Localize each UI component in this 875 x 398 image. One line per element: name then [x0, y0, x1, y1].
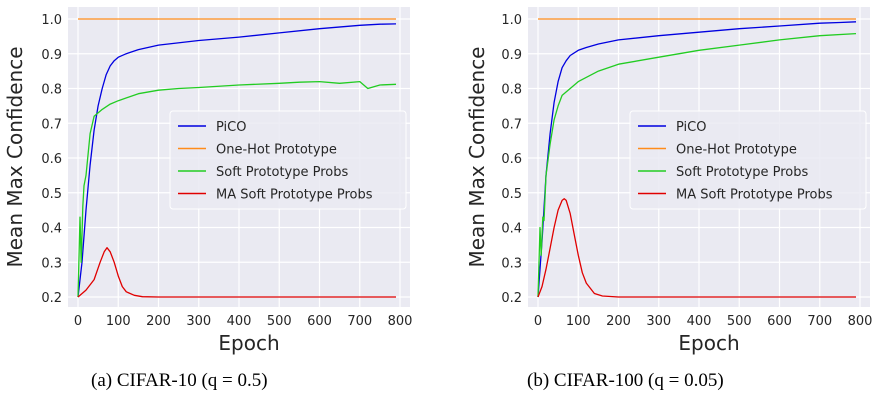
series-line-pico: [77, 23, 397, 298]
y-tick-label: 1.0: [501, 13, 522, 28]
x-tick-label: 400: [227, 314, 252, 329]
x-tick-label: 700: [347, 314, 372, 329]
series-line-soft-prototype-probs: [537, 32, 857, 298]
y-tick-label: 0.5: [41, 187, 62, 202]
y-tick-label: 0.5: [501, 187, 522, 202]
x-tick-label: 300: [646, 314, 671, 329]
y-tick-label: 1.0: [41, 13, 62, 28]
series-line-soft-prototype-probs: [77, 80, 397, 298]
x-tick-label: 100: [106, 314, 131, 329]
chart-b: 0.2 0.3 0.4 0.5 0.6 0.7 0.8 0.9 1.0 0 100 200 300 400…: [465, 7, 872, 355]
legend-entry: One-Hot Prototype: [216, 143, 337, 158]
legend: PiCO One-Hot Prototype Soft Prototype Prob…: [629, 110, 867, 210]
caption-a: (a) CIFAR-10 (q = 0.5): [91, 370, 268, 391]
legend-entry: PiCO: [676, 120, 706, 135]
x-axis-label: Epoch: [678, 331, 739, 355]
y-axis-label: Mean Max Confidence: [3, 46, 27, 267]
x-tick-label: 300: [186, 314, 211, 329]
x-tick-label: 100: [566, 314, 591, 329]
series-line-ma-soft-prototype-probs: [537, 198, 856, 298]
legend-box: [169, 110, 407, 210]
y-axis-label: Mean Max Confidence: [465, 46, 489, 267]
y-tick-label: 0.3: [501, 256, 522, 271]
x-tick-label: 500: [727, 314, 752, 329]
legend-entry: One-Hot Prototype: [676, 143, 797, 158]
caption-b: (b) CIFAR-100 (q = 0.05): [527, 370, 724, 391]
x-tick-label: 400: [687, 314, 712, 329]
x-tick-label: 600: [307, 314, 332, 329]
series-line-pico: [537, 21, 857, 298]
y-tick-label: 0.9: [501, 48, 522, 63]
y-tick-label: 0.4: [41, 222, 62, 237]
x-tick-label: 700: [807, 314, 832, 329]
legend-entry: PiCO: [216, 120, 246, 135]
legend-entry: Soft Prototype Probs: [676, 165, 809, 180]
y-tick-label: 0.2: [41, 291, 62, 306]
legend-entry: Soft Prototype Probs: [216, 165, 349, 180]
legend-entry: MA Soft Prototype Probs: [216, 188, 373, 203]
y-tick-label: 0.4: [501, 222, 522, 237]
chart-a: 0.2 0.3 0.4 0.5 0.6 0.7 0.8 0.9 1.0 0 100 200 300 400…: [3, 7, 412, 355]
x-tick-label: 500: [267, 314, 292, 329]
y-tick-label: 0.9: [41, 48, 62, 63]
x-tick-label: 200: [606, 314, 631, 329]
y-tick-label: 0.7: [41, 117, 62, 132]
legend: PiCO One-Hot Prototype Soft Prototype Prob…: [169, 110, 407, 210]
legend-box: [629, 110, 867, 210]
x-tick-label: 0: [74, 314, 82, 329]
y-tick-label: 0.7: [501, 117, 522, 132]
x-tick-label: 0: [534, 314, 542, 329]
x-tick-label: 600: [767, 314, 792, 329]
x-tick-label: 800: [388, 314, 413, 329]
x-tick-label: 200: [146, 314, 171, 329]
x-tick-label: 800: [848, 314, 873, 329]
y-tick-label: 0.3: [41, 256, 62, 271]
y-tick-label: 0.2: [501, 291, 522, 306]
x-axis-label: Epoch: [218, 331, 279, 355]
y-tick-label: 0.8: [501, 83, 522, 98]
y-tick-label: 0.6: [41, 152, 62, 167]
y-tick-label: 0.6: [501, 152, 522, 167]
y-tick-label: 0.8: [41, 83, 62, 98]
series-line-ma-soft-prototype-probs: [77, 247, 396, 298]
legend-entry: MA Soft Prototype Probs: [676, 188, 833, 203]
